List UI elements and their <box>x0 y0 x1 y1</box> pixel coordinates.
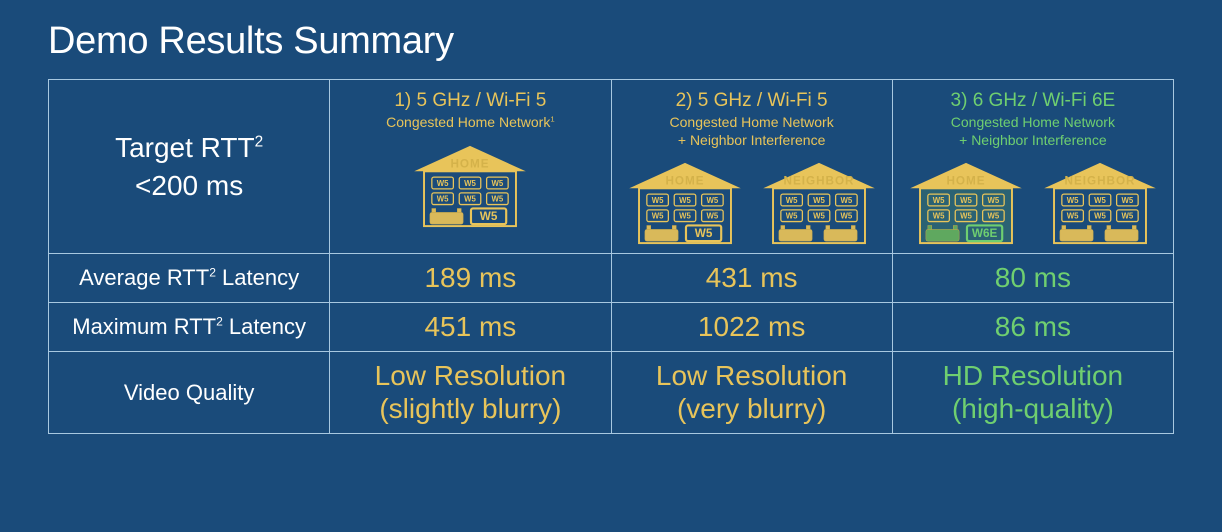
svg-text:W5: W5 <box>679 196 691 205</box>
svg-text:W5: W5 <box>813 212 825 221</box>
svg-text:W5: W5 <box>694 227 712 240</box>
col-header-sub: Congested Home Network+ Neighbor Interfe… <box>618 114 886 149</box>
svg-text:NEIGHBOR: NEIGHBOR <box>1064 174 1135 187</box>
svg-text:W5: W5 <box>933 212 945 221</box>
svg-text:W5: W5 <box>706 212 718 221</box>
svg-text:W5: W5 <box>651 212 663 221</box>
svg-text:W5: W5 <box>813 196 825 205</box>
svg-text:W5: W5 <box>465 178 477 187</box>
quality-label: Video Quality <box>49 352 330 433</box>
svg-text:W5: W5 <box>480 210 498 223</box>
house-icon: HOME W5 W5 W5 W5 W5 W5 W6E <box>901 157 1031 247</box>
svg-text:W5: W5 <box>840 212 852 221</box>
house-icons: HOME W5 W5 W5 W5 W5 W5 W5 <box>336 140 604 230</box>
svg-text:W5: W5 <box>785 212 797 221</box>
svg-text:NEIGHBOR: NEIGHBOR <box>783 174 854 187</box>
col-header-title: 2) 5 GHz / Wi-Fi 5 <box>618 90 886 112</box>
house-icon: NEIGHBOR W5 W5 W5 W5 W5 W5 <box>1035 157 1165 247</box>
target-line2: <200 ms <box>135 170 243 201</box>
results-table: Target RTT2 <200 ms 1) 5 GHz / Wi-Fi 5 Co… <box>48 79 1174 434</box>
svg-text:W5: W5 <box>1067 212 1079 221</box>
col1-header: 1) 5 GHz / Wi-Fi 5 Congested Home Network… <box>330 80 611 254</box>
svg-text:HOME: HOME <box>665 174 704 187</box>
col3-max: 86 ms <box>892 303 1173 352</box>
svg-text:W5: W5 <box>1121 212 1133 221</box>
col3-header: 3) 6 GHz / Wi-Fi 6ECongested Home Networ… <box>892 80 1173 254</box>
quality-row: Video Quality Low Resolution (slightly b… <box>49 352 1174 433</box>
col2-quality: Low Resolution (very blurry) <box>611 352 892 433</box>
col-header-title: 3) 6 GHz / Wi-Fi 6E <box>899 90 1167 112</box>
avg-label: Average RTT2 Latency <box>49 254 330 303</box>
svg-text:W5: W5 <box>1067 196 1079 205</box>
svg-text:W5: W5 <box>933 196 945 205</box>
svg-text:W5: W5 <box>437 178 449 187</box>
svg-text:W5: W5 <box>987 212 999 221</box>
svg-text:W5: W5 <box>1094 196 1106 205</box>
max-label: Maximum RTT2 Latency <box>49 303 330 352</box>
svg-text:W5: W5 <box>960 212 972 221</box>
target-sup: 2 <box>255 133 264 150</box>
house-icon: NEIGHBOR W5 W5 W5 W5 W5 W5 <box>754 157 884 247</box>
col2-avg: 431 ms <box>611 254 892 303</box>
house-icon: HOME W5 W5 W5 W5 W5 W5 W5 <box>405 140 535 230</box>
header-row: Target RTT2 <200 ms 1) 5 GHz / Wi-Fi 5 Co… <box>49 80 1174 254</box>
svg-text:W5: W5 <box>679 212 691 221</box>
target-cell: Target RTT2 <200 ms <box>49 80 330 254</box>
svg-text:W5: W5 <box>987 196 999 205</box>
col1-max: 451 ms <box>330 303 611 352</box>
svg-text:W5: W5 <box>706 196 718 205</box>
slide: Demo Results Summary Target RTT2 <200 ms… <box>0 0 1222 464</box>
svg-text:HOME: HOME <box>451 157 490 170</box>
svg-text:W5: W5 <box>1121 196 1133 205</box>
col1-quality: Low Resolution (slightly blurry) <box>330 352 611 433</box>
target-line1: Target RTT <box>115 132 255 163</box>
col3-avg: 80 ms <box>892 254 1173 303</box>
slide-title: Demo Results Summary <box>48 20 1174 63</box>
svg-text:W5: W5 <box>1094 212 1106 221</box>
col3-quality: HD Resolution (high-quality) <box>892 352 1173 433</box>
col-header-title: 1) 5 GHz / Wi-Fi 5 <box>336 90 604 112</box>
svg-text:W6E: W6E <box>972 227 998 240</box>
svg-text:W5: W5 <box>960 196 972 205</box>
svg-text:W5: W5 <box>465 194 477 203</box>
col-header-sub: Congested Home Network1 <box>336 114 604 132</box>
house-icon: HOME W5 W5 W5 W5 W5 W5 W5 <box>620 157 750 247</box>
col-header-sub: Congested Home Network+ Neighbor Interfe… <box>899 114 1167 149</box>
house-icons: HOME W5 W5 W5 W5 W5 W5 W5 NEIGHBOR W5 W5… <box>618 157 886 247</box>
svg-text:W5: W5 <box>492 194 504 203</box>
svg-text:HOME: HOME <box>946 174 985 187</box>
max-row: Maximum RTT2 Latency 451 ms 1022 ms 86 m… <box>49 303 1174 352</box>
svg-text:W5: W5 <box>492 178 504 187</box>
col2-max: 1022 ms <box>611 303 892 352</box>
svg-text:W5: W5 <box>785 196 797 205</box>
svg-text:W5: W5 <box>651 196 663 205</box>
avg-row: Average RTT2 Latency 189 ms 431 ms 80 ms <box>49 254 1174 303</box>
col1-avg: 189 ms <box>330 254 611 303</box>
svg-text:W5: W5 <box>437 194 449 203</box>
svg-text:W5: W5 <box>840 196 852 205</box>
col2-header: 2) 5 GHz / Wi-Fi 5Congested Home Network… <box>611 80 892 254</box>
house-icons: HOME W5 W5 W5 W5 W5 W5 W6E NEIGHBOR W5 W… <box>899 157 1167 247</box>
